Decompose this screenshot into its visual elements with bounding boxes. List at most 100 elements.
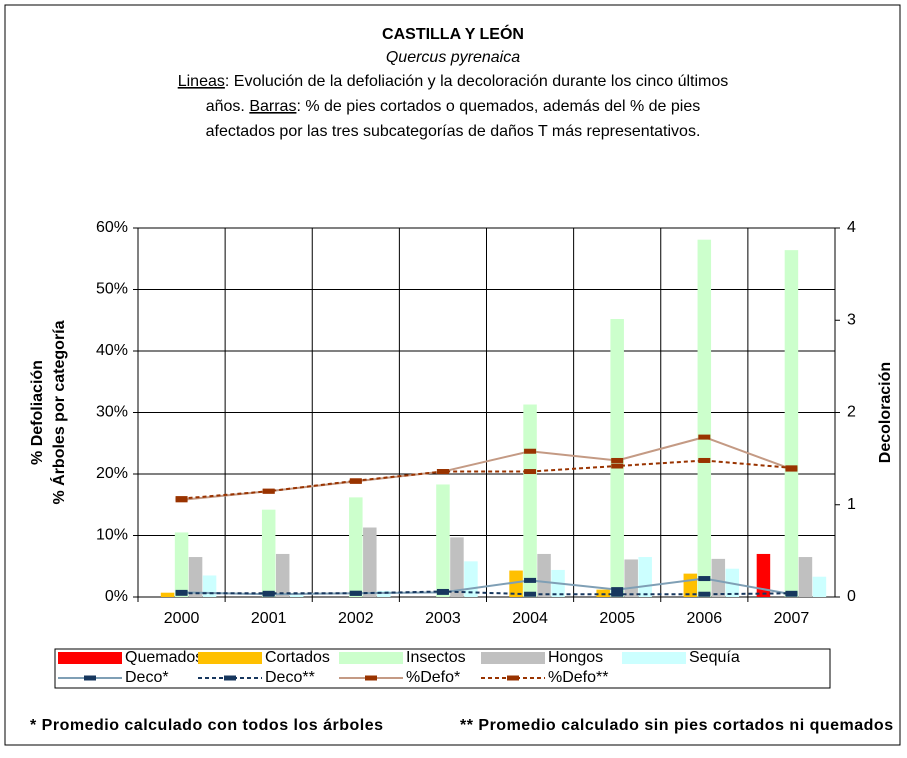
legend-label: Deco* [125,669,169,686]
x-tick-label: 2007 [774,610,810,627]
y-tick-label: 40% [96,342,128,359]
y-tick-label: 50% [96,281,128,298]
description-segment: : Evolución de la defoliación y la decol… [225,73,728,90]
line-marker [785,590,798,596]
y-tick-label: 20% [96,465,128,482]
line-marker [698,434,711,440]
y2-tick-label: 1 [847,496,856,513]
legend-label: Insectos [406,649,466,666]
bar [784,250,799,597]
legend-swatch [198,652,262,664]
line-marker [524,469,537,475]
line-marker [785,465,798,471]
bar [624,559,638,597]
y-tick-label: 30% [96,404,128,421]
bar [261,509,276,597]
line-marker [524,448,537,454]
description-segment: Barras [249,98,296,115]
bar [638,557,652,597]
legend-marker [507,675,519,681]
line-marker [175,590,188,596]
y2-tick-label: 2 [847,404,856,421]
bar [363,527,377,597]
footnote: ** Promedio calculado sin pies cortados … [460,717,894,734]
description-segment: años. [206,98,250,115]
bar [349,497,363,597]
line-marker [698,457,711,463]
x-tick-label: 2002 [338,610,374,627]
y-tick-label: 60% [96,219,128,236]
bar [188,557,203,597]
y-tick-label: 10% [96,527,128,544]
bar [202,575,217,597]
bar [711,558,726,597]
bar [523,404,537,597]
description-segment: : % de pies cortados o quemados, además … [296,98,700,115]
bar [697,239,712,597]
legend-label: %Defo** [548,669,608,686]
line-marker [262,488,275,494]
bar [756,553,771,597]
legend [54,648,831,689]
line-marker [349,590,362,596]
line-marker [349,478,362,484]
line-marker [175,496,188,502]
y-tick-label: 0% [105,588,128,605]
y2-axis-title: Decoloración [877,362,894,463]
legend-label: Deco** [265,669,315,686]
x-tick-label: 2003 [425,610,461,627]
x-tick-label: 2000 [164,610,200,627]
legend-label: %Defo* [406,669,460,686]
bar [450,537,464,597]
chart-title: CASTILLA Y LEÓN [382,24,524,43]
line [181,436,792,501]
line-marker [436,588,449,594]
bar [509,570,523,597]
footnote: * Promedio calculado con todos los árbol… [30,717,384,734]
x-tick-label: 2006 [687,610,723,627]
legend-label: Sequía [689,649,740,666]
line-marker [698,591,711,597]
y-axis-title: % Árboles por categoría [49,320,68,504]
legend-swatch [481,652,545,664]
description-line: afectados por las tres subcategorías de … [206,123,701,140]
legend-label: Quemados [125,649,203,666]
line-marker [611,591,624,597]
description-segment: Lineas [178,73,225,90]
description-line: años. Barras: % de pies cortados o quema… [206,98,701,115]
line-marker [611,457,624,463]
line-marker [262,590,275,596]
description-line: Lineas: Evolución de la defoliación y la… [178,73,729,90]
bar [160,592,175,597]
y2-tick-label: 3 [847,311,856,328]
line-marker [698,576,711,582]
bar [436,484,450,597]
legend-swatch [622,652,686,664]
line-marker [524,591,537,597]
bar [275,553,290,597]
legend-swatch [58,652,122,664]
legend-marker [84,675,96,681]
legend-label: Cortados [265,649,330,666]
bar [812,576,827,597]
x-tick-label: 2004 [512,610,548,627]
line-marker [611,463,624,469]
x-tick-label: 2005 [599,610,635,627]
line-marker [436,469,449,475]
bar [537,553,551,597]
legend-swatch [339,652,403,664]
line-marker [611,587,624,593]
line [181,590,792,596]
line-marker [524,577,537,583]
bar [798,557,813,597]
legend-marker [365,675,377,681]
bar [289,595,304,597]
species: Quercus pyrenaica [386,49,520,66]
legend-label: Hongos [548,649,603,666]
y2-tick-label: 4 [847,219,856,236]
legend-marker [224,675,236,681]
y2-tick-label: 0 [847,588,856,605]
y-axis-title: % Defoliación [29,360,46,465]
x-tick-label: 2001 [251,610,287,627]
